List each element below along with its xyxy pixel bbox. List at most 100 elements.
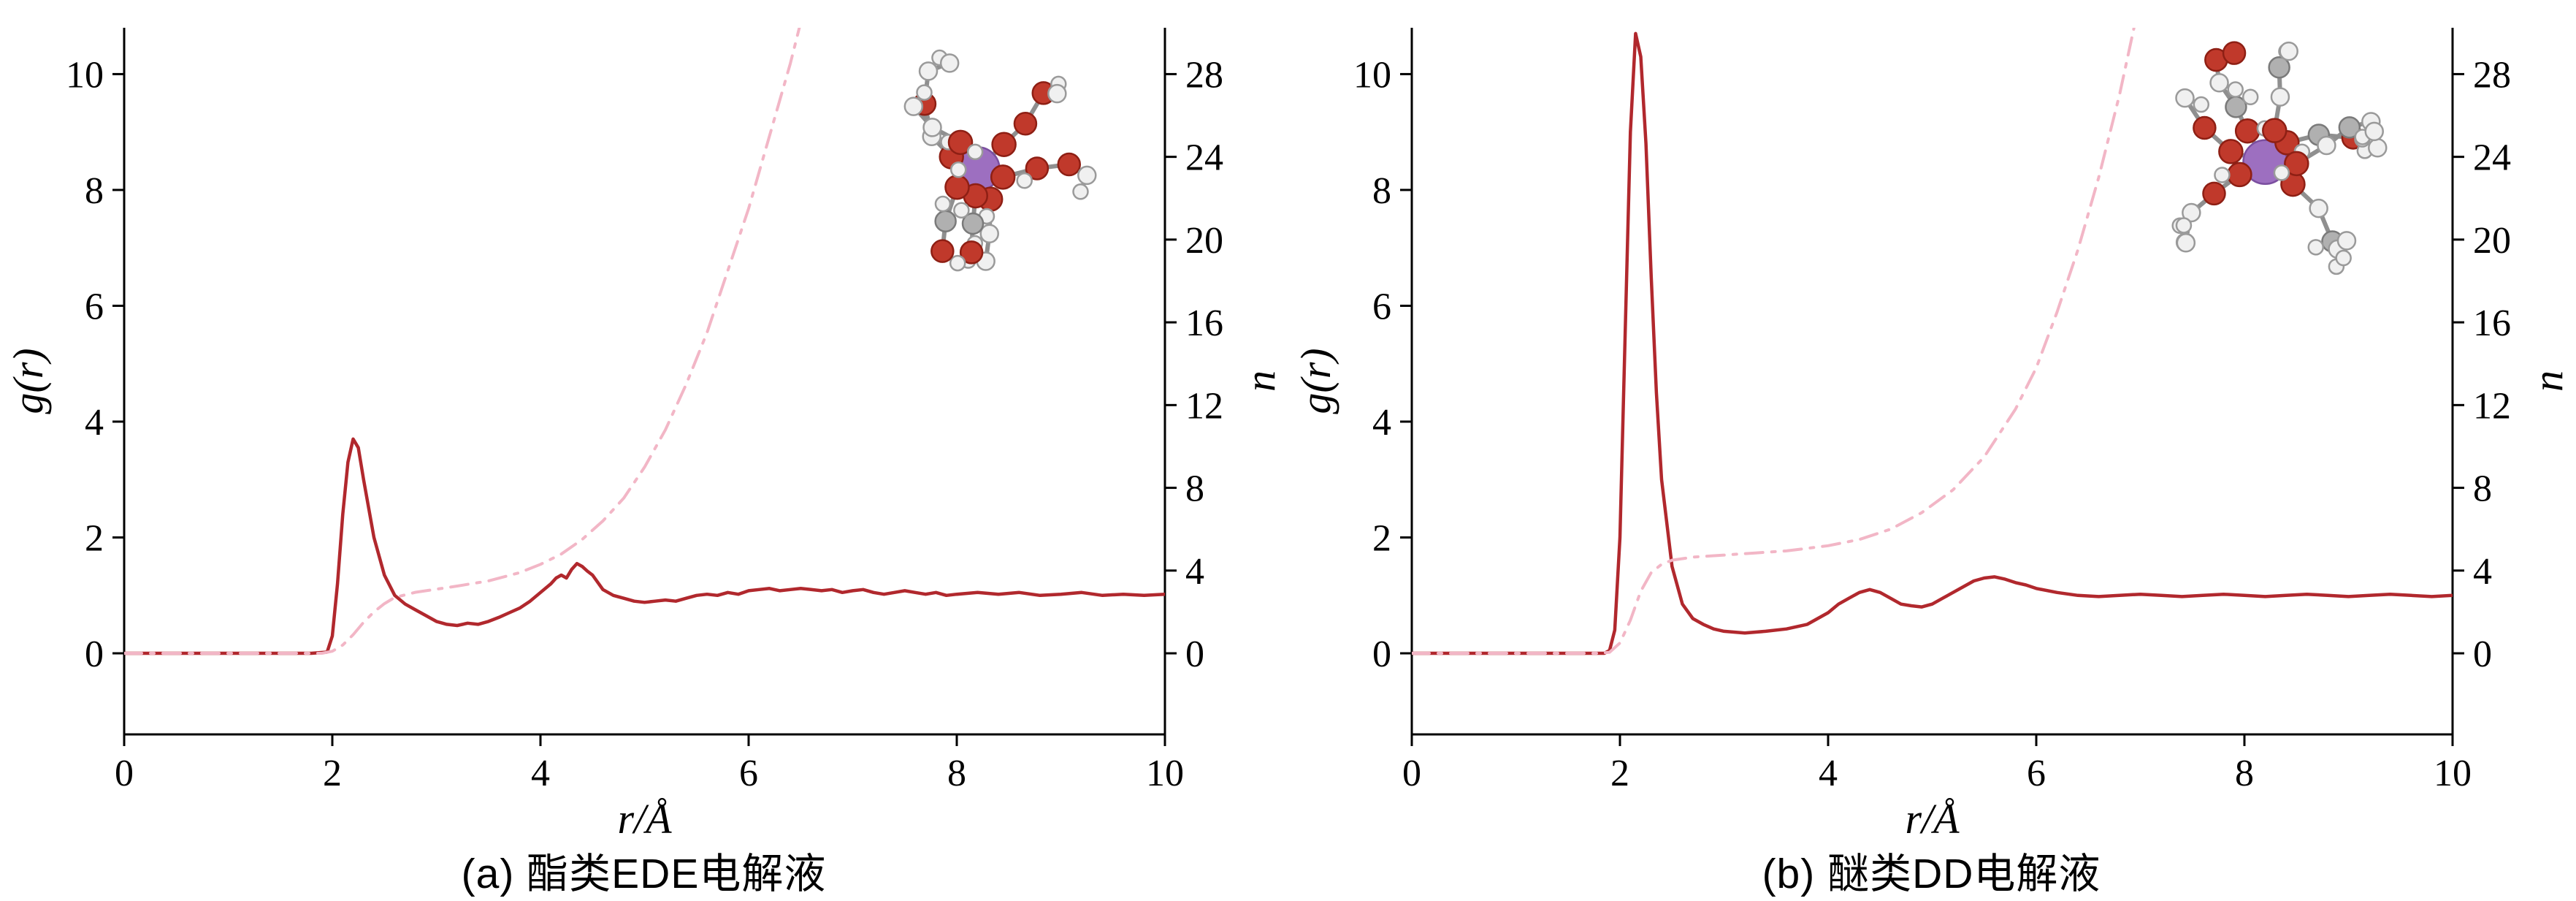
atom-sphere	[2209, 73, 2229, 93]
atom-sphere	[2227, 81, 2244, 98]
x-tick-label: 4	[1819, 753, 1838, 794]
y-right-tick-label: 20	[1185, 220, 1223, 262]
x-tick-label: 6	[739, 753, 758, 794]
atom-sphere	[2234, 118, 2260, 144]
y-right-tick-label: 12	[2473, 385, 2511, 427]
y-right-tick-label: 16	[1185, 303, 1223, 344]
chart-panel-a: 0 2 4 6 8 10 0 2 4 6 8 10 0 4 8 12 16 20 24 28 g(r) n r/Å (a) …	[4, 28, 1284, 897]
y-left-tick-label: 2	[1372, 518, 1391, 560]
atom-sphere	[947, 129, 974, 156]
atom-sphere	[922, 118, 942, 137]
y-left-tick-label: 4	[85, 402, 104, 444]
atom-sphere	[1047, 83, 1067, 104]
series	[124, 28, 1165, 655]
y-right-tick-label: 28	[1185, 54, 1223, 96]
x-tick-label: 2	[323, 753, 342, 794]
atom-sphere	[916, 84, 933, 101]
atom-sphere	[934, 210, 957, 233]
tick-marks	[112, 72, 1177, 746]
atom-sphere	[1057, 152, 1082, 177]
y-right-tick-label: 8	[1185, 468, 1204, 510]
atom-sphere	[2307, 239, 2325, 256]
atom-sphere	[2193, 115, 2217, 140]
tick-marks	[1400, 72, 2464, 746]
atom-sphere	[2241, 88, 2259, 106]
series-coordination-n	[1412, 28, 2136, 655]
atom-sphere	[2309, 198, 2328, 218]
y-right-tick-label: 12	[1185, 385, 1223, 427]
chart-b-caption: (b) 醚类DD电解液	[1762, 851, 2101, 897]
y-left-axis-title: g(r)	[1292, 348, 1339, 414]
y-right-tick-label: 0	[1185, 634, 1204, 675]
atom-sphere	[2336, 231, 2357, 251]
atom-sphere	[1016, 172, 1033, 189]
series-g-of-r	[1412, 31, 2453, 655]
atom-sphere	[918, 61, 939, 81]
atom-sphere	[930, 239, 955, 263]
atom-sphere	[990, 164, 1016, 190]
molecule-atoms	[2171, 41, 2388, 275]
series-coordination-n	[124, 28, 801, 655]
y-right-tick-label: 28	[2473, 54, 2511, 96]
y-left-tick-label: 2	[85, 518, 104, 560]
x-tick-label: 0	[1402, 753, 1421, 794]
x-tick-label: 2	[1610, 753, 1629, 794]
atom-sphere	[2176, 233, 2196, 253]
x-tick-label: 6	[2027, 753, 2046, 794]
atom-sphere	[966, 143, 984, 161]
series	[1412, 28, 2453, 655]
y-left-tick-label: 8	[85, 170, 104, 212]
molecule-atoms	[903, 49, 1097, 272]
axes	[123, 28, 1166, 736]
atom-sphere	[2368, 137, 2388, 158]
atom-sphere	[2222, 41, 2247, 65]
atom-sphere	[2338, 116, 2361, 139]
atom-sphere	[2279, 41, 2298, 61]
axes	[1410, 28, 2454, 736]
atom-sphere	[959, 240, 984, 265]
atom-sphere	[2202, 181, 2226, 206]
atom-sphere	[961, 212, 985, 235]
y-left-tick-label: 0	[1372, 634, 1391, 675]
atom-sphere	[1013, 111, 1038, 136]
y-right-axis-title: n	[2524, 370, 2572, 392]
atom-sphere	[1072, 183, 1089, 200]
y-left-tick-label: 10	[66, 54, 104, 96]
atom-sphere	[1025, 156, 1050, 180]
y-left-tick-label: 10	[1353, 54, 1391, 96]
atom-sphere	[2270, 87, 2290, 107]
x-tick-label: 0	[115, 753, 134, 794]
chart-a-caption: (a) 酯类EDE电解液	[461, 851, 827, 897]
atom-sphere	[1077, 165, 1097, 186]
atom-sphere	[2227, 161, 2252, 188]
y-right-tick-label: 20	[2473, 220, 2511, 262]
atom-sphere	[2268, 56, 2290, 79]
y-left-tick-label: 6	[1372, 286, 1391, 327]
chart-panel-b: 0 2 4 6 8 10 0 2 4 6 8 10 0 4 8 12 16 20 24 28 g(r) n r/Å (b) …	[1288, 0, 2575, 901]
x-tick-label: 10	[1146, 753, 1184, 794]
y-right-tick-label: 8	[2473, 468, 2492, 510]
y-left-tick-label: 6	[85, 286, 104, 327]
molecule-EDE-solvation-shell-illustration	[903, 49, 1097, 272]
atom-sphere	[991, 132, 1017, 157]
atom-sphere	[953, 202, 970, 219]
atom-sphere	[944, 174, 970, 200]
atom-sphere	[2284, 151, 2309, 177]
atom-sphere	[2335, 249, 2352, 267]
y-right-tick-label: 4	[1185, 551, 1204, 593]
atom-sphere	[2317, 135, 2336, 156]
atom-sphere	[2214, 167, 2231, 183]
atom-sphere	[2218, 139, 2244, 164]
atom-sphere	[2182, 202, 2201, 223]
atom-sphere	[2273, 164, 2290, 181]
atom-sphere	[949, 254, 966, 272]
atom-sphere	[2175, 217, 2193, 234]
atom-sphere	[934, 195, 952, 213]
atom-sphere	[2262, 118, 2288, 143]
x-tick-label: 8	[2235, 753, 2254, 794]
x-tick-label: 4	[531, 753, 550, 794]
y-left-tick-label: 4	[1372, 402, 1391, 444]
